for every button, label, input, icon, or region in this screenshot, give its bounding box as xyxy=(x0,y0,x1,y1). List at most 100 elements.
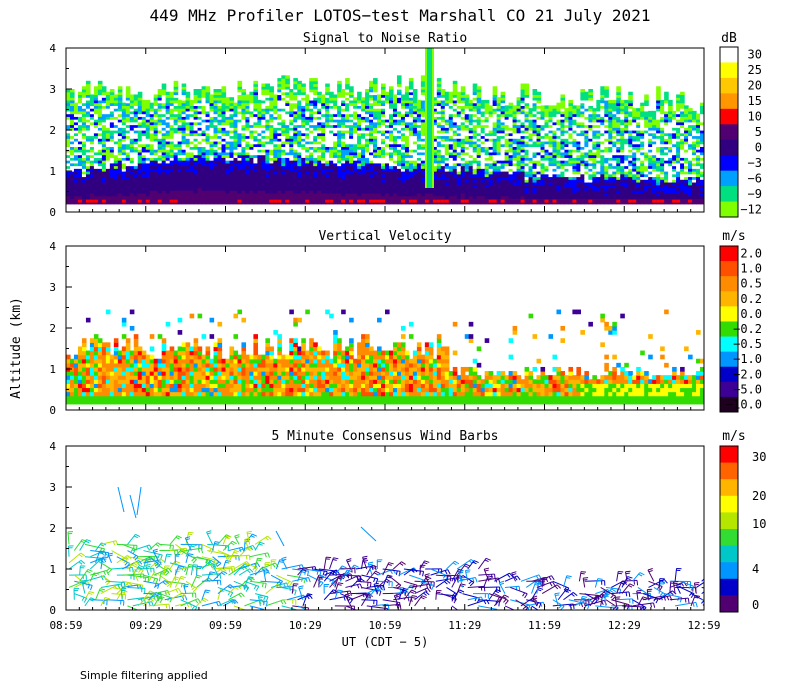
snr-cell xyxy=(197,119,203,123)
snr-cell xyxy=(464,199,470,203)
snr-cell xyxy=(377,195,382,199)
snr-cell xyxy=(325,199,330,203)
snr-cell xyxy=(333,116,338,120)
snr-cell xyxy=(484,116,490,120)
snr-cell xyxy=(448,132,454,137)
snr-cell xyxy=(145,146,151,150)
snr-cell xyxy=(464,121,470,126)
snr-cell xyxy=(305,151,310,156)
snr-cell xyxy=(333,171,338,175)
snr-cell xyxy=(269,201,274,205)
snr-cell xyxy=(460,113,466,117)
snr-cell xyxy=(321,110,326,115)
snr-cell xyxy=(193,192,199,197)
snr-cell xyxy=(241,124,247,128)
snr-cell xyxy=(229,171,235,175)
snr-cell xyxy=(237,176,243,180)
snr-cell xyxy=(121,121,127,126)
snr-cell xyxy=(66,113,71,117)
snr-cell xyxy=(277,113,282,117)
snr-cell xyxy=(313,157,318,161)
snr-cell xyxy=(213,165,219,169)
snr-cell xyxy=(245,130,251,134)
snr-cell xyxy=(400,108,406,112)
snr-cell xyxy=(369,160,374,164)
snr-cell xyxy=(392,121,398,126)
snr-cell xyxy=(149,173,155,178)
snr-cell xyxy=(121,149,127,153)
snr-cell xyxy=(293,192,298,197)
snr-cell xyxy=(492,105,498,109)
snr-cell xyxy=(452,99,458,104)
snr-cell xyxy=(169,130,175,134)
snr-cell xyxy=(261,127,266,131)
snr-cell xyxy=(133,108,139,112)
snr-cell xyxy=(97,198,103,202)
snr-cell xyxy=(329,130,334,134)
snr-cell xyxy=(141,187,147,191)
snr-cell xyxy=(305,201,310,205)
snr-cell xyxy=(113,162,119,167)
snr-cell xyxy=(121,116,127,120)
snr-cell xyxy=(353,154,358,158)
snr-cell xyxy=(492,97,498,101)
snr-cell xyxy=(273,119,278,123)
snr-cell xyxy=(313,116,318,120)
snr-cell xyxy=(305,102,310,106)
snr-cell xyxy=(233,157,239,161)
snr-cell xyxy=(357,99,362,104)
snr-cell xyxy=(408,149,414,153)
snr-cell xyxy=(404,113,410,117)
snr-cell xyxy=(412,187,418,191)
snr-cell xyxy=(377,121,382,126)
snr-cell xyxy=(133,157,139,161)
snr-cell xyxy=(73,132,79,137)
snr-cell xyxy=(129,121,135,126)
snr-cell xyxy=(85,176,91,180)
snr-cell xyxy=(448,116,454,120)
snr-cell xyxy=(420,201,426,205)
snr-cell xyxy=(444,171,450,175)
snr-cell xyxy=(373,181,378,186)
snr-cell xyxy=(313,102,318,106)
snr-cell xyxy=(492,113,498,117)
snr-cell xyxy=(392,184,398,188)
snr-cell xyxy=(66,179,71,183)
snr-cell xyxy=(341,192,346,197)
snr-cell xyxy=(153,173,159,178)
snr-cell xyxy=(480,168,486,172)
snr-cell xyxy=(289,165,294,169)
snr-cell xyxy=(321,201,326,205)
snr-cell xyxy=(369,187,374,191)
snr-cell xyxy=(381,162,386,167)
snr-cell xyxy=(536,168,542,172)
snr-cell xyxy=(185,195,191,199)
snr-cell xyxy=(249,179,255,183)
snr-cell xyxy=(361,124,366,128)
snr-cell xyxy=(536,138,542,142)
snr-cell xyxy=(193,165,199,169)
snr-cell xyxy=(289,154,294,158)
snr-cell xyxy=(297,162,302,167)
snr-cell xyxy=(133,127,139,131)
snr-cell xyxy=(117,157,123,161)
snr-cell xyxy=(125,173,131,178)
snr-cell xyxy=(329,181,334,186)
snr-cell xyxy=(472,110,478,115)
snr-cell xyxy=(157,157,163,161)
snr-cell xyxy=(289,124,294,128)
snr-cell xyxy=(496,171,502,175)
snr-cell xyxy=(333,160,338,164)
snr-cell xyxy=(420,154,426,158)
snr-cell xyxy=(516,149,522,153)
snr-cell xyxy=(209,130,215,134)
snr-cell xyxy=(117,195,123,199)
snr-cell xyxy=(93,140,99,145)
snr-cell xyxy=(337,187,342,191)
snr-cell xyxy=(257,116,262,120)
snr-cell xyxy=(157,127,163,131)
snr-cell xyxy=(81,116,87,120)
snr-cell xyxy=(325,102,330,106)
snr-cell xyxy=(297,190,302,194)
snr-cell xyxy=(73,160,79,164)
